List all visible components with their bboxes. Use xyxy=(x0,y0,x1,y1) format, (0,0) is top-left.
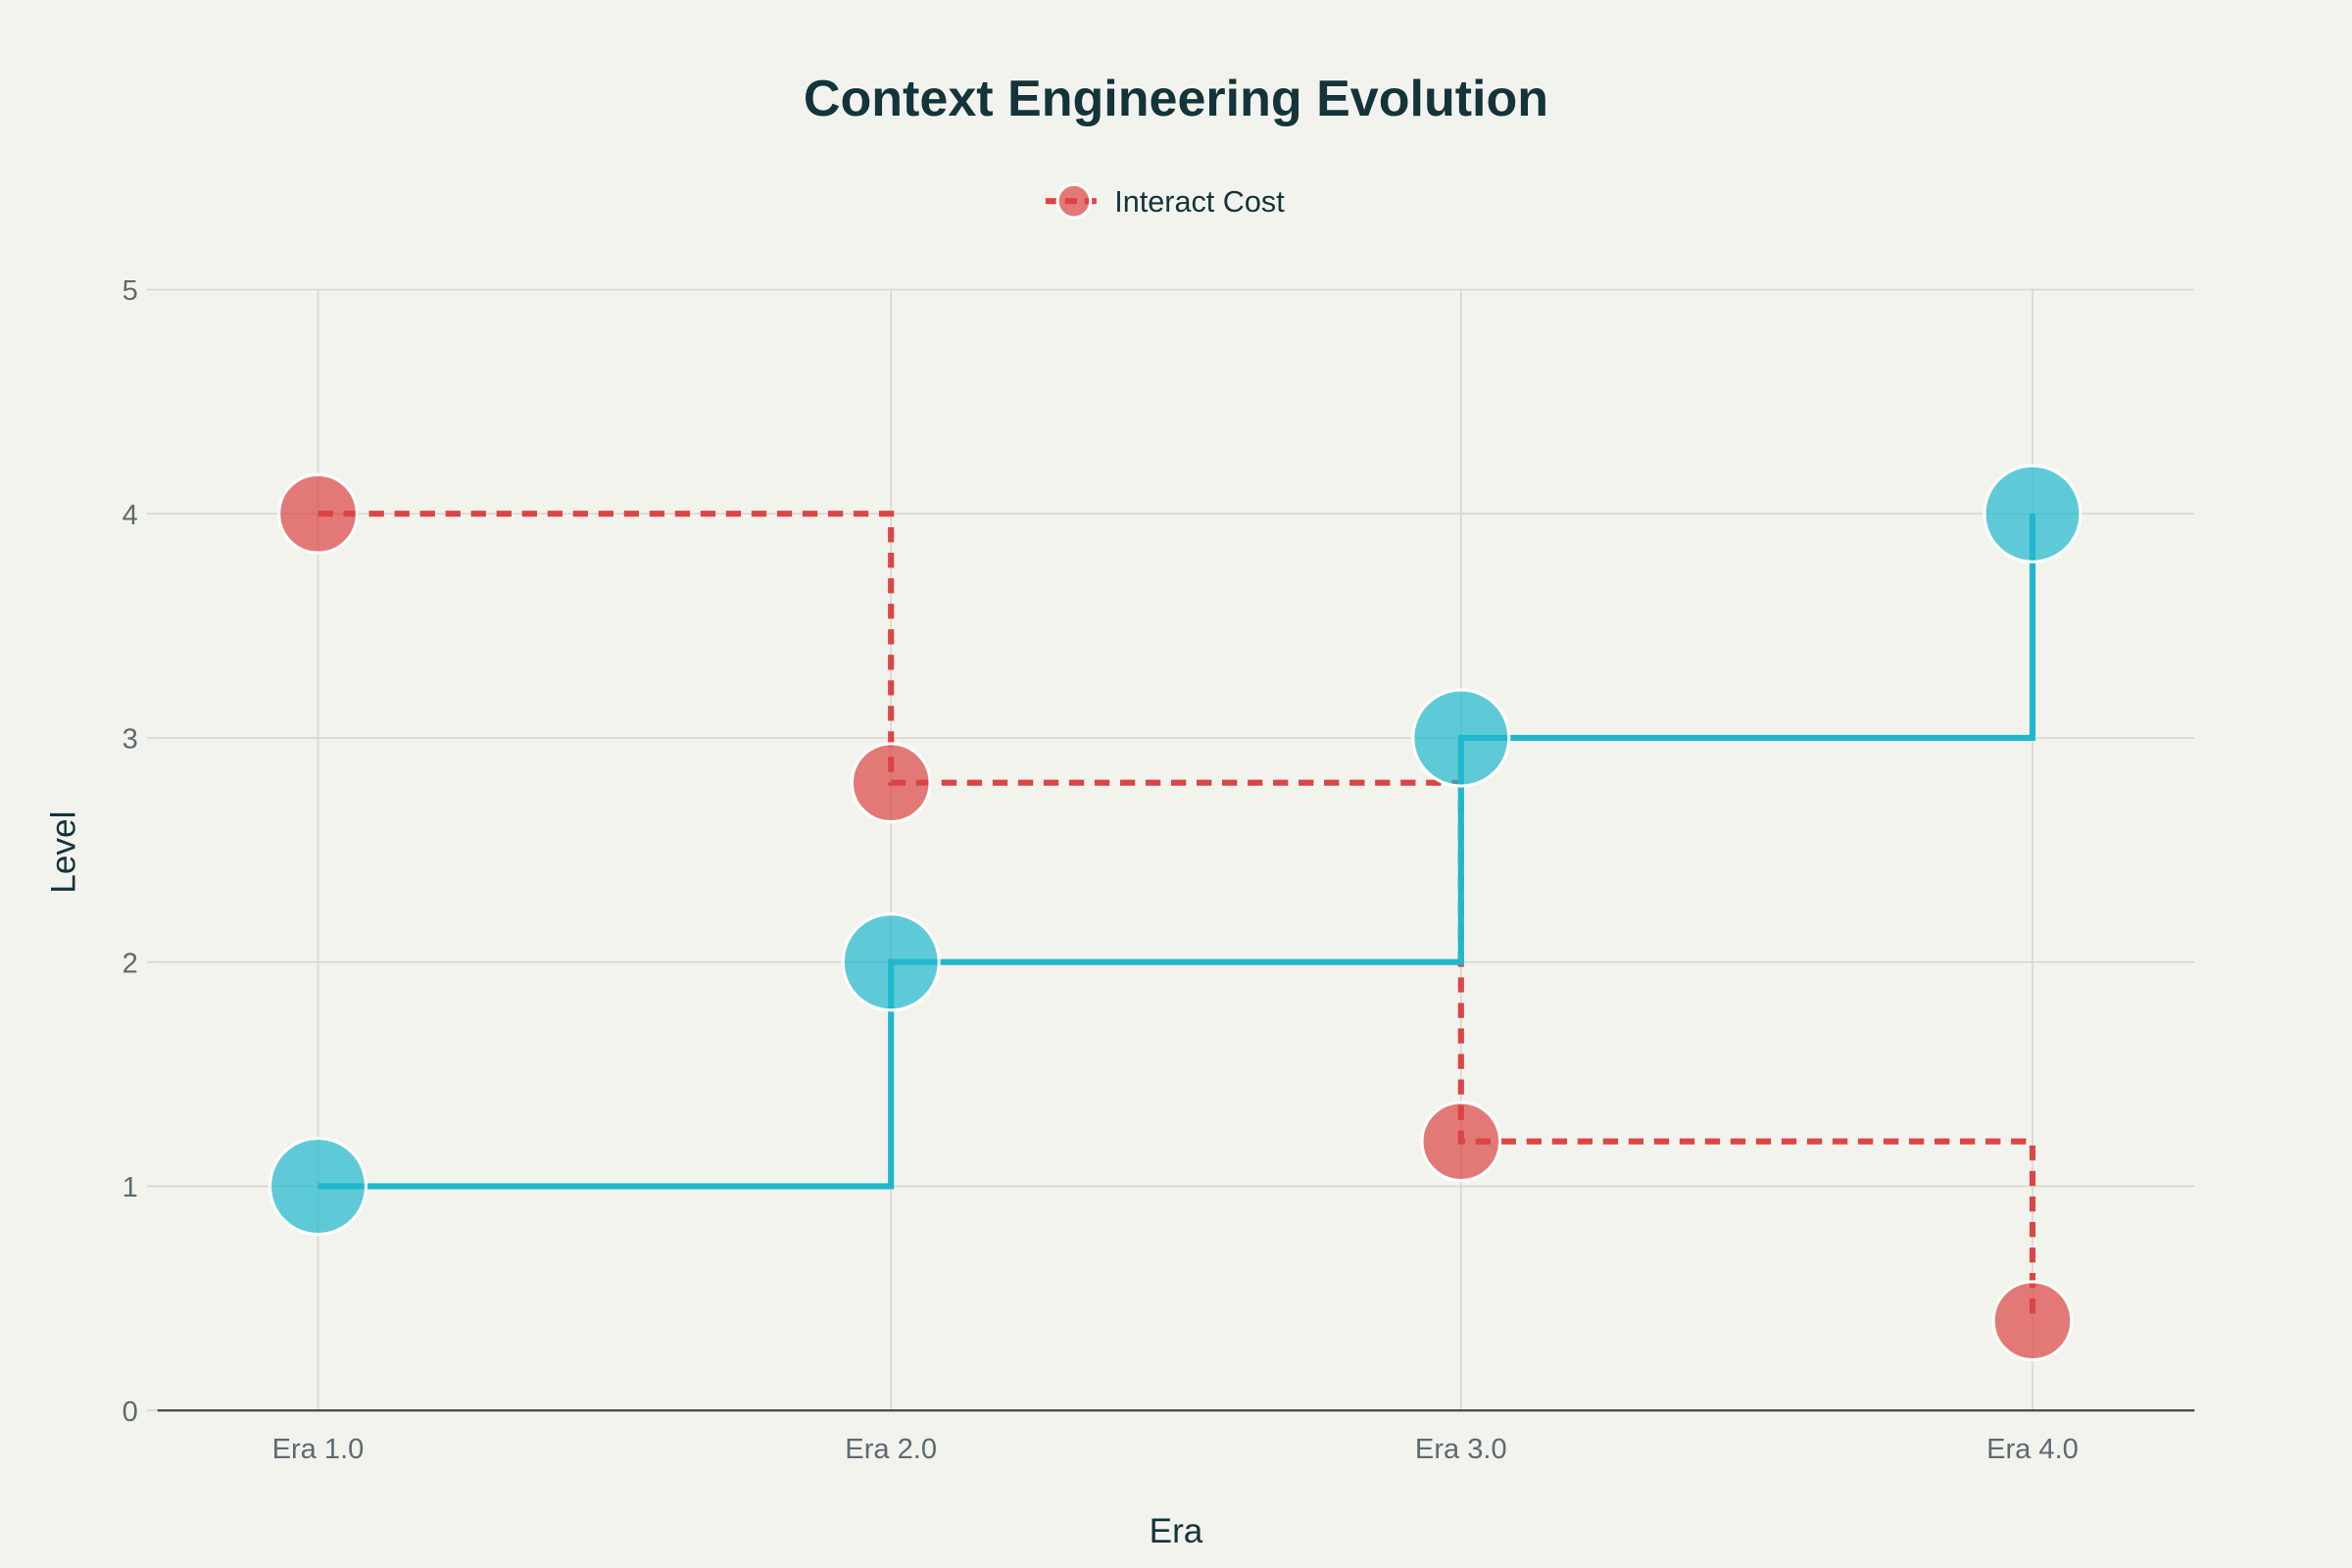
series-line-level xyxy=(318,514,2036,1190)
data-point xyxy=(277,472,359,555)
legend-label: Interact Cost xyxy=(1114,185,1285,219)
y-tick-label: 3 xyxy=(122,724,138,756)
x-axis-title: Era xyxy=(1150,1512,1203,1550)
data-point xyxy=(1411,688,1511,788)
x-tick-label: Era 4.0 xyxy=(1986,1434,2079,1465)
legend-marker xyxy=(1055,182,1093,220)
y-tick-label: 2 xyxy=(122,948,138,979)
x-tick-label: Era 1.0 xyxy=(272,1434,365,1465)
x-tick-label: Era 2.0 xyxy=(845,1434,937,1465)
y-tick-label: 1 xyxy=(122,1172,138,1203)
y-axis-title: Level xyxy=(45,811,83,894)
y-tick-label: 0 xyxy=(122,1396,138,1428)
legend[interactable]: Interact Cost xyxy=(1045,182,1285,220)
series-line-interact-cost xyxy=(318,511,2036,1321)
y-tick-label: 5 xyxy=(122,275,138,307)
x-tick-label: Era 3.0 xyxy=(1415,1434,1507,1465)
data-point xyxy=(841,912,941,1012)
chart-title: Context Engineering Evolution xyxy=(804,71,1548,127)
data-point xyxy=(268,1136,368,1237)
data-point xyxy=(1420,1101,1502,1183)
data-point xyxy=(1983,464,2082,564)
y-tick-label: 4 xyxy=(122,500,138,531)
data-point xyxy=(1991,1280,2074,1362)
data-point xyxy=(850,742,932,824)
